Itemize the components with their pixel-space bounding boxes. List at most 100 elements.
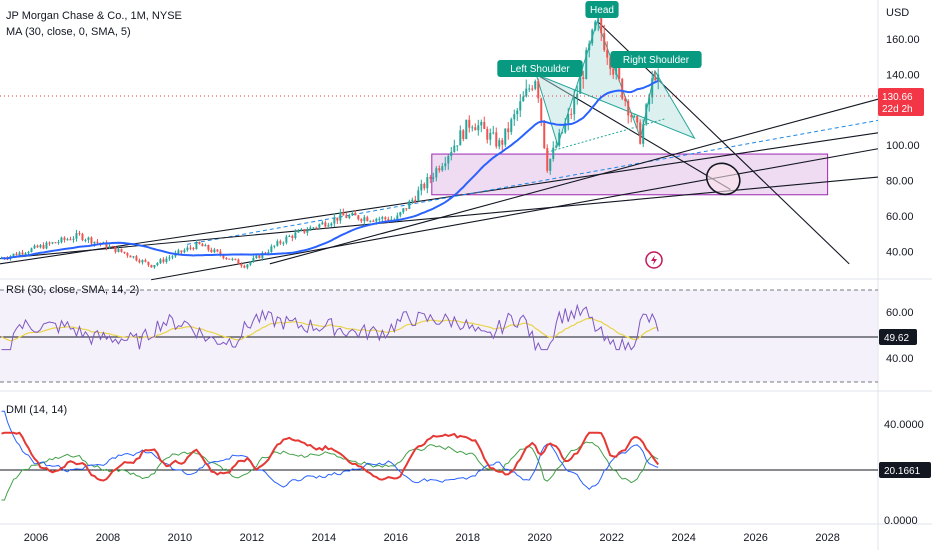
candle-body [123,251,126,254]
candle-body [543,120,546,149]
candle-body [519,101,522,111]
candle-body [207,245,210,250]
trend-line[interactable] [0,132,879,265]
candle-body [237,259,240,265]
candle-body [144,260,147,262]
candle-body [315,227,318,229]
candle-body [282,242,285,244]
right-shoulder-label-bg[interactable] [610,51,702,68]
candle-body [255,255,258,258]
candle-body [597,15,600,22]
trend-line[interactable] [151,148,879,281]
candle-body [258,255,261,259]
main-pane[interactable] [0,0,878,278]
candle-body [591,29,594,44]
candle-body [537,81,540,99]
candle-body [420,183,423,191]
candle-body [396,215,399,220]
candle-body [474,127,477,131]
candle-body [414,199,417,201]
candle-body [411,199,414,202]
time-label: 2018 [456,532,480,544]
rsi-legend[interactable]: RSI (30, close, SMA, 14, 2) [6,284,139,296]
candle-body [63,237,66,240]
ma-line[interactable] [1,79,659,260]
candle-body [183,250,186,253]
lightning-icon[interactable] [645,251,663,269]
rsi-line[interactable] [1,303,659,352]
target-ellipse[interactable] [701,157,745,200]
candle-body [456,145,459,147]
candle-body [459,130,462,146]
candle-body [288,235,291,237]
candle-body [36,245,39,248]
price-axis[interactable] [878,0,932,524]
candle-body [360,219,363,222]
candle-body [402,208,405,213]
candle-body [297,230,300,233]
candle-body [564,123,567,133]
candle-body [333,217,336,224]
candle-body [636,116,639,123]
neckline[interactable] [546,118,666,153]
candle-body [285,236,288,243]
candle-body [168,257,171,259]
candle-body [558,132,561,146]
candle-body [105,242,108,249]
candle-body [492,132,495,134]
candle-body [312,227,315,229]
trend-line[interactable] [187,119,879,245]
candle-body [327,225,330,227]
candle-body [231,258,234,260]
candle-body [366,217,369,222]
candle-body [504,128,507,145]
candle-body [450,152,453,157]
candle-body [516,110,519,115]
rsi-ma-line[interactable] [1,317,659,342]
candle-body [81,233,84,241]
candle-body [633,116,636,118]
ma-legend[interactable]: MA (30, close, 0, SMA, 5) [6,26,131,38]
candle-body [303,229,306,233]
price-tick: 40.00 [886,246,914,258]
candle-body [567,113,570,124]
left-shoulder-label[interactable]: Left Shoulder [510,64,570,75]
dmi-legend[interactable]: DMI (14, 14) [6,404,67,416]
candle-body [309,227,312,231]
candle-body [159,259,162,264]
candle-body [561,132,564,134]
candle-body [72,238,75,240]
trend-line[interactable] [535,73,731,190]
trend-line[interactable] [269,98,879,265]
candle-body [582,77,585,79]
candle-body [585,50,588,79]
dmi-tick-40: 40.0000 [884,419,924,431]
adx-line[interactable] [1,431,659,482]
candle-body [198,242,201,244]
candle-body [204,245,207,247]
right-shoulder-label[interactable]: Right Shoulder [623,55,690,66]
candle-body [171,256,174,258]
candle-body [150,264,153,268]
candle-body [357,215,360,220]
candle-body [408,201,411,209]
candle-body [120,248,123,252]
dmi-pane[interactable] [0,392,878,524]
candle-body [498,140,501,147]
left-shoulder-label-bg[interactable] [497,60,583,77]
symbol-legend[interactable]: JP Morgan Chase & Co., 1M, NYSE [6,10,182,22]
dmi-plus-line[interactable] [1,441,659,501]
candle-body [276,241,279,246]
candle-body [195,242,198,250]
candle-body [273,245,276,247]
head-label-bg[interactable] [585,1,619,18]
candle-body [267,252,270,254]
currency-label: USD [886,7,909,19]
candle-body [18,252,21,256]
candle-body [465,119,468,140]
candle-body [441,166,444,171]
candle-body [462,130,465,140]
candle-body [129,255,132,258]
head-label[interactable]: Head [590,5,614,16]
